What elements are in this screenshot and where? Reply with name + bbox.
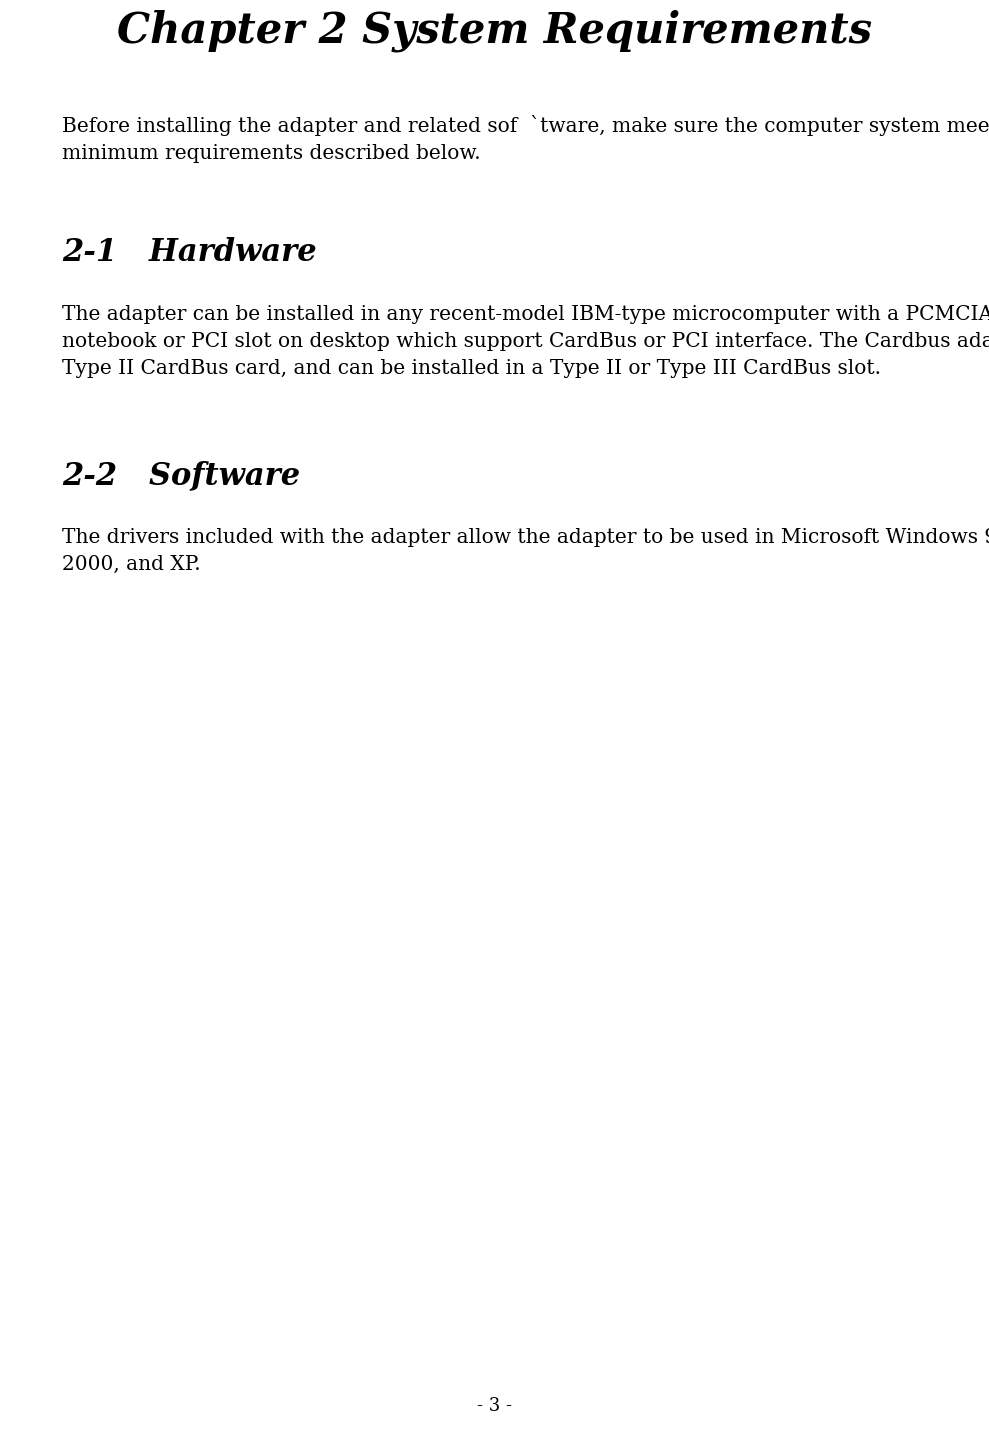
- Text: The adapter can be installed in any recent-model IBM-type microcomputer with a P: The adapter can be installed in any rece…: [62, 305, 989, 378]
- Text: The drivers included with the adapter allow the adapter to be used in Microsoft : The drivers included with the adapter al…: [62, 529, 989, 575]
- Text: - 3 -: - 3 -: [477, 1396, 512, 1415]
- Text: Before installing the adapter and related sof  `tware, make sure the computer sy: Before installing the adapter and relate…: [62, 116, 989, 163]
- Text: 2-1   Hardware: 2-1 Hardware: [62, 237, 316, 269]
- Text: 2-2   Software: 2-2 Software: [62, 461, 300, 491]
- Text: Chapter 2 System Requirements: Chapter 2 System Requirements: [117, 10, 872, 52]
